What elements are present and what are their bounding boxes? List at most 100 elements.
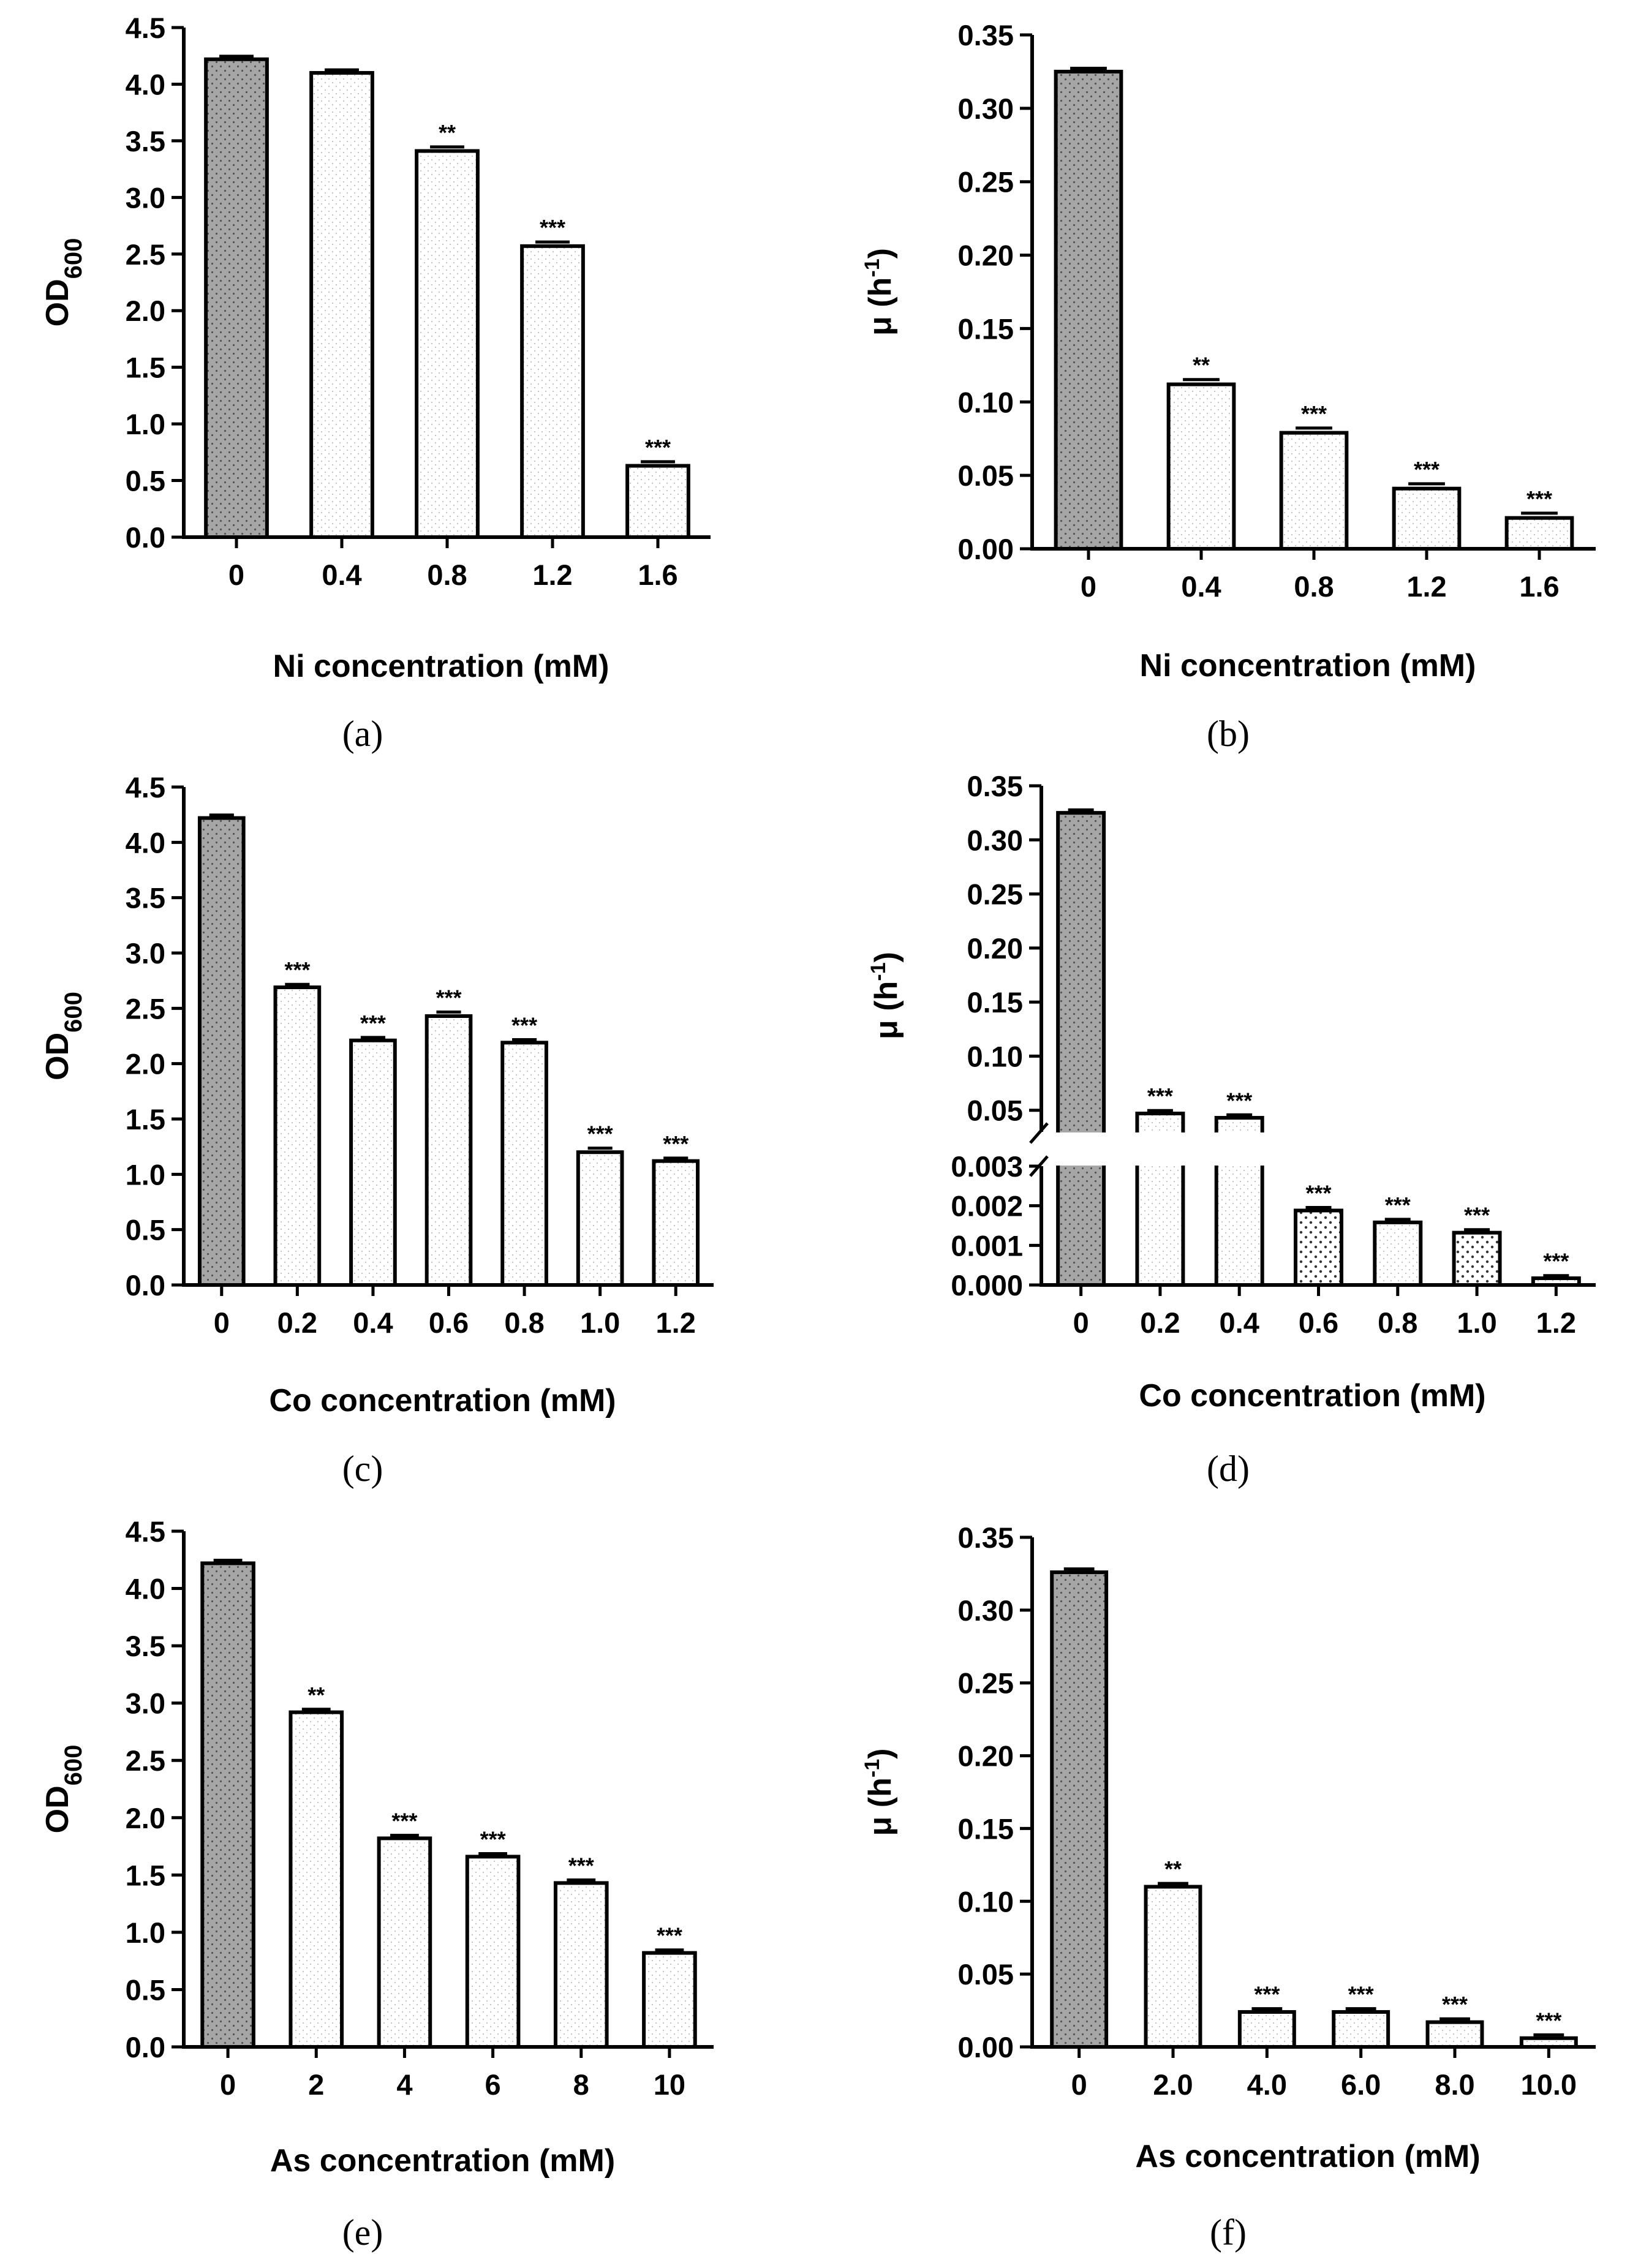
significance-label: *** — [1526, 486, 1552, 511]
x-axis-title: Co concentration (mM) — [269, 1383, 616, 1418]
significance-label: *** — [657, 1923, 682, 1948]
x-axis-title: Co concentration (mM) — [1139, 1378, 1485, 1414]
significance-label: *** — [1543, 1249, 1569, 1274]
y-tick-label: 3.0 — [126, 181, 165, 214]
x-tick-label: 0 — [1081, 570, 1096, 603]
x-tick-label: 0 — [228, 559, 244, 591]
axis-break-gap — [1023, 1132, 1602, 1166]
significance-label: *** — [663, 1131, 689, 1156]
y-tick-label: 3.0 — [126, 937, 165, 970]
significance-label: ** — [1164, 1856, 1182, 1882]
y-tick-label: 0.10 — [958, 1885, 1014, 1918]
bar — [415, 149, 480, 540]
significance-label: ** — [1193, 353, 1210, 378]
bar — [197, 816, 246, 1287]
bar — [1373, 1220, 1423, 1287]
y-axis-title: OD600 — [40, 238, 87, 327]
panel-c: 0 0.2 *** 0.4 *** 0.6 *** 0.8 *** 1.0 *** 1.2 *** 0.0… — [40, 771, 714, 1489]
x-tick-label: 0.4 — [1220, 1306, 1259, 1339]
x-tick-label: 2 — [308, 2068, 324, 2101]
panel-caption: (d) — [1207, 1449, 1250, 1489]
bar — [1279, 431, 1349, 551]
y-tick-label: 0.20 — [967, 932, 1023, 965]
significance-label: *** — [540, 215, 565, 240]
y-tick-label: 0.001 — [951, 1229, 1023, 1262]
y-tick-label: 4.5 — [126, 1515, 165, 1548]
y-tick-label: 1.0 — [126, 1158, 165, 1191]
bar — [1054, 69, 1123, 551]
y-tick-label: 0.15 — [958, 312, 1014, 345]
panel-b: 0 0.4 ** 0.8 *** 1.2 *** 1.6 *** 0.00 0.05 0.10 0.15… — [861, 19, 1596, 754]
y-tick-label: 0.5 — [126, 1214, 165, 1246]
significance-label: *** — [1536, 2008, 1561, 2033]
bar — [465, 1855, 521, 2049]
x-tick-label: 0.8 — [427, 559, 467, 591]
x-tick-label: 1.6 — [1519, 570, 1559, 603]
x-tick-label: 8 — [573, 2068, 589, 2101]
significance-label: *** — [1226, 1088, 1252, 1113]
y-axis-title: μ (h-1) — [867, 952, 904, 1039]
y-tick-label: 0.05 — [967, 1094, 1023, 1127]
y-tick-label: 0.5 — [126, 1973, 165, 2006]
y-tick-label: 0.35 — [958, 1521, 1014, 1554]
panel-caption: (c) — [342, 1449, 383, 1489]
significance-label: *** — [391, 1809, 417, 1834]
y-tick-label: 0.25 — [958, 1667, 1014, 1700]
significance-label: *** — [360, 1011, 386, 1036]
y-tick-label: 1.0 — [126, 408, 165, 440]
bar — [1056, 811, 1106, 1287]
x-axis-title: Ni concentration (mM) — [1140, 648, 1476, 684]
y-tick-label: 0.25 — [967, 878, 1023, 911]
y-axis-title: μ (h-1) — [861, 248, 898, 336]
y-tick-label: 0.002 — [951, 1190, 1023, 1223]
x-tick-label: 0 — [1073, 1306, 1089, 1339]
axis-break-mark — [1029, 1122, 1049, 1144]
significance-label: *** — [587, 1121, 613, 1147]
bar — [1504, 516, 1574, 551]
y-tick-label: 3.5 — [126, 125, 165, 157]
y-tick-label: 0.10 — [958, 386, 1014, 418]
significance-label: *** — [1147, 1083, 1173, 1109]
y-tick-label: 0.35 — [967, 770, 1023, 802]
y-tick-label: 3.5 — [126, 1630, 165, 1662]
x-tick-label: 0.2 — [1140, 1306, 1180, 1339]
x-tick-label: 0.2 — [277, 1306, 317, 1339]
panel-d: 0 0.2 *** 0.4 *** 0.6 *** 0.8 *** 1.0 *** 1.2 *** 0.0… — [867, 770, 1602, 1489]
significance-label: *** — [568, 1853, 594, 1878]
x-tick-label: 8.0 — [1435, 2068, 1474, 2101]
y-tick-label: 0.003 — [951, 1150, 1023, 1183]
panel-caption: (e) — [342, 2212, 383, 2253]
x-tick-label: 0.4 — [1181, 570, 1221, 603]
bar — [1425, 2020, 1484, 2049]
y-tick-label: 0.30 — [958, 92, 1014, 125]
bar — [553, 1881, 609, 2049]
y-tick-label: 4.5 — [126, 771, 165, 804]
panel-caption: (b) — [1207, 714, 1250, 754]
y-tick-label: 1.0 — [126, 1916, 165, 1949]
y-tick-label: 2.5 — [126, 1744, 165, 1777]
bar — [576, 1150, 624, 1287]
bar — [349, 1038, 397, 1287]
significance-label: *** — [1301, 401, 1327, 426]
y-tick-label: 0.05 — [958, 1958, 1014, 1991]
y-tick-label: 0.30 — [958, 1594, 1014, 1627]
bar — [520, 244, 585, 539]
y-tick-label: 0.25 — [958, 166, 1014, 198]
y-tick-label: 0.5 — [126, 465, 165, 497]
x-tick-label: 0 — [220, 2068, 236, 2101]
y-tick-label: 0.15 — [967, 986, 1023, 1019]
bar — [289, 1710, 344, 2049]
significance-label: ** — [439, 120, 456, 145]
y-tick-label: 2.0 — [126, 1048, 165, 1080]
bar — [1144, 1885, 1202, 2049]
x-tick-label: 0 — [1071, 2068, 1087, 2101]
y-tick-label: 4.0 — [126, 1573, 165, 1605]
x-tick-label: 0.6 — [429, 1306, 469, 1339]
significance-label: *** — [436, 985, 461, 1010]
y-tick-label: 1.5 — [126, 1103, 165, 1136]
y-tick-label: 2.0 — [126, 1802, 165, 1834]
y-tick-label: 0.05 — [958, 459, 1014, 492]
y-tick-label: 1.5 — [126, 1859, 165, 1891]
y-tick-label: 1.5 — [126, 352, 165, 384]
significance-label: *** — [511, 1013, 537, 1038]
